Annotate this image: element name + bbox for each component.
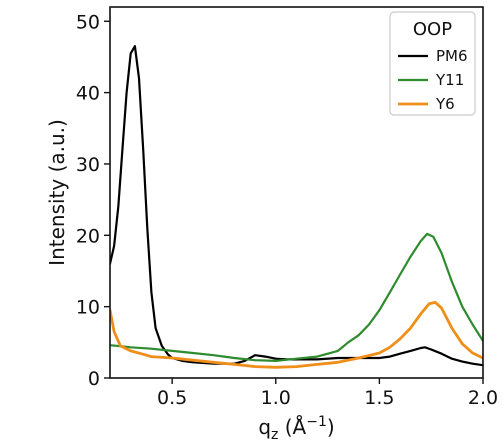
legend-box <box>389 11 476 116</box>
y-tick-label: 40 <box>76 83 100 105</box>
plot-frame <box>109 6 484 379</box>
x-tick-label: 1.0 <box>261 387 291 409</box>
y-tick-label: 30 <box>76 154 100 176</box>
series-line-y11 <box>110 232 483 362</box>
x-tick-label: 1.5 <box>364 387 394 409</box>
x-tick-label: 2.0 <box>468 387 498 409</box>
series-line-y6 <box>110 300 483 369</box>
legend-entries: PM6 Y11 Y6 <box>398 47 468 113</box>
y-axis-label: Intensity (a.u.) <box>45 119 69 266</box>
legend: OOP PM6 Y11 Y6 <box>389 11 476 116</box>
y-tick-label: 0 <box>88 368 100 390</box>
y-tick-label: 20 <box>76 225 100 247</box>
legend-title: OOP <box>413 19 452 40</box>
series-line-pm6 <box>110 45 483 367</box>
legend-label-pm6: PM6 <box>436 47 468 65</box>
x-axis-label: qz (Å−1) <box>258 414 334 443</box>
legend-label-y11: Y11 <box>435 71 464 89</box>
series-layer <box>110 45 483 369</box>
ticks-layer: 0.5 1.0 1.5 2.0 0 10 20 30 40 50 <box>76 11 498 409</box>
y-tick-label: 50 <box>76 11 100 33</box>
legend-label-y6: Y6 <box>435 95 455 113</box>
x-tick-label: 0.5 <box>157 387 187 409</box>
y-tick-label: 10 <box>76 297 100 319</box>
